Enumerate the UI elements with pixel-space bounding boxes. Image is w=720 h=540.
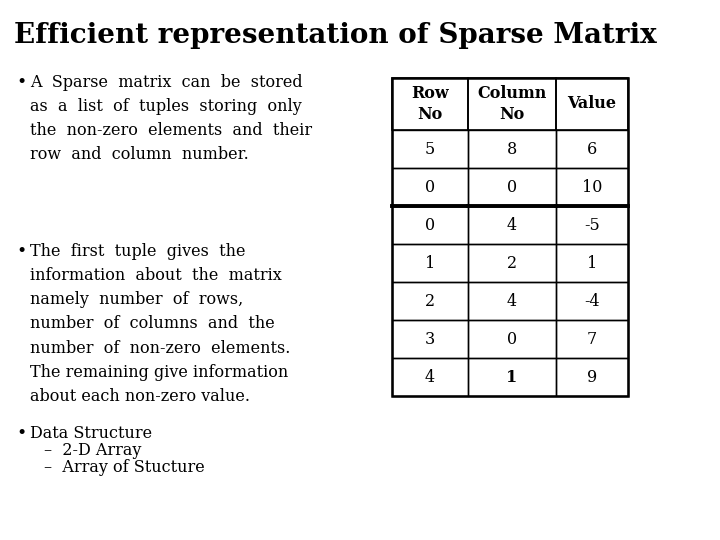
Text: 1: 1 xyxy=(506,368,518,386)
Text: 8: 8 xyxy=(507,140,517,158)
Bar xyxy=(392,78,628,396)
Bar xyxy=(468,358,556,396)
Bar xyxy=(468,320,556,358)
Bar xyxy=(556,282,628,320)
Text: The  first  tuple  gives  the
information  about  the  matrix
namely  number  of: The first tuple gives the information ab… xyxy=(30,243,290,405)
Bar xyxy=(392,320,468,358)
Bar xyxy=(556,320,628,358)
Text: 0: 0 xyxy=(425,217,435,233)
Text: 6: 6 xyxy=(587,140,597,158)
Bar xyxy=(468,78,556,130)
Bar xyxy=(468,168,556,206)
Bar xyxy=(392,358,468,396)
Text: 3: 3 xyxy=(425,330,435,348)
Text: Efficient representation of Sparse Matrix: Efficient representation of Sparse Matri… xyxy=(14,22,657,49)
Text: 1: 1 xyxy=(425,254,435,272)
Text: •: • xyxy=(16,243,26,260)
Bar xyxy=(468,244,556,282)
Bar xyxy=(392,130,468,168)
Text: Data Structure: Data Structure xyxy=(30,425,152,442)
Text: 4: 4 xyxy=(507,217,517,233)
Text: 0: 0 xyxy=(507,179,517,195)
Bar xyxy=(556,206,628,244)
Bar xyxy=(468,130,556,168)
Bar xyxy=(556,358,628,396)
Bar xyxy=(392,206,468,244)
Text: 2: 2 xyxy=(507,254,517,272)
Text: 7: 7 xyxy=(587,330,597,348)
Text: 2: 2 xyxy=(425,293,435,309)
Text: Row
No: Row No xyxy=(411,85,449,123)
Text: 9: 9 xyxy=(587,368,597,386)
Bar xyxy=(468,282,556,320)
Text: –  Array of Stucture: – Array of Stucture xyxy=(44,459,204,476)
Bar xyxy=(556,78,628,130)
Text: •: • xyxy=(16,425,26,442)
Text: -4: -4 xyxy=(584,293,600,309)
Text: 0: 0 xyxy=(507,330,517,348)
Text: A  Sparse  matrix  can  be  stored
as  a  list  of  tuples  storing  only
the  n: A Sparse matrix can be stored as a list … xyxy=(30,74,312,164)
Text: –  2-D Array: – 2-D Array xyxy=(44,442,141,459)
Bar xyxy=(556,244,628,282)
Text: 0: 0 xyxy=(425,179,435,195)
Bar xyxy=(556,168,628,206)
Text: 1: 1 xyxy=(587,254,597,272)
Text: Value: Value xyxy=(567,96,616,112)
Text: Column
No: Column No xyxy=(477,85,546,123)
Text: 10: 10 xyxy=(582,179,602,195)
Bar xyxy=(556,130,628,168)
Text: 5: 5 xyxy=(425,140,435,158)
Bar xyxy=(392,78,468,130)
Bar xyxy=(392,282,468,320)
Text: •: • xyxy=(16,74,26,91)
Text: 4: 4 xyxy=(425,368,435,386)
Bar xyxy=(392,168,468,206)
Text: -5: -5 xyxy=(584,217,600,233)
Bar xyxy=(392,244,468,282)
Text: 4: 4 xyxy=(507,293,517,309)
Bar xyxy=(468,206,556,244)
